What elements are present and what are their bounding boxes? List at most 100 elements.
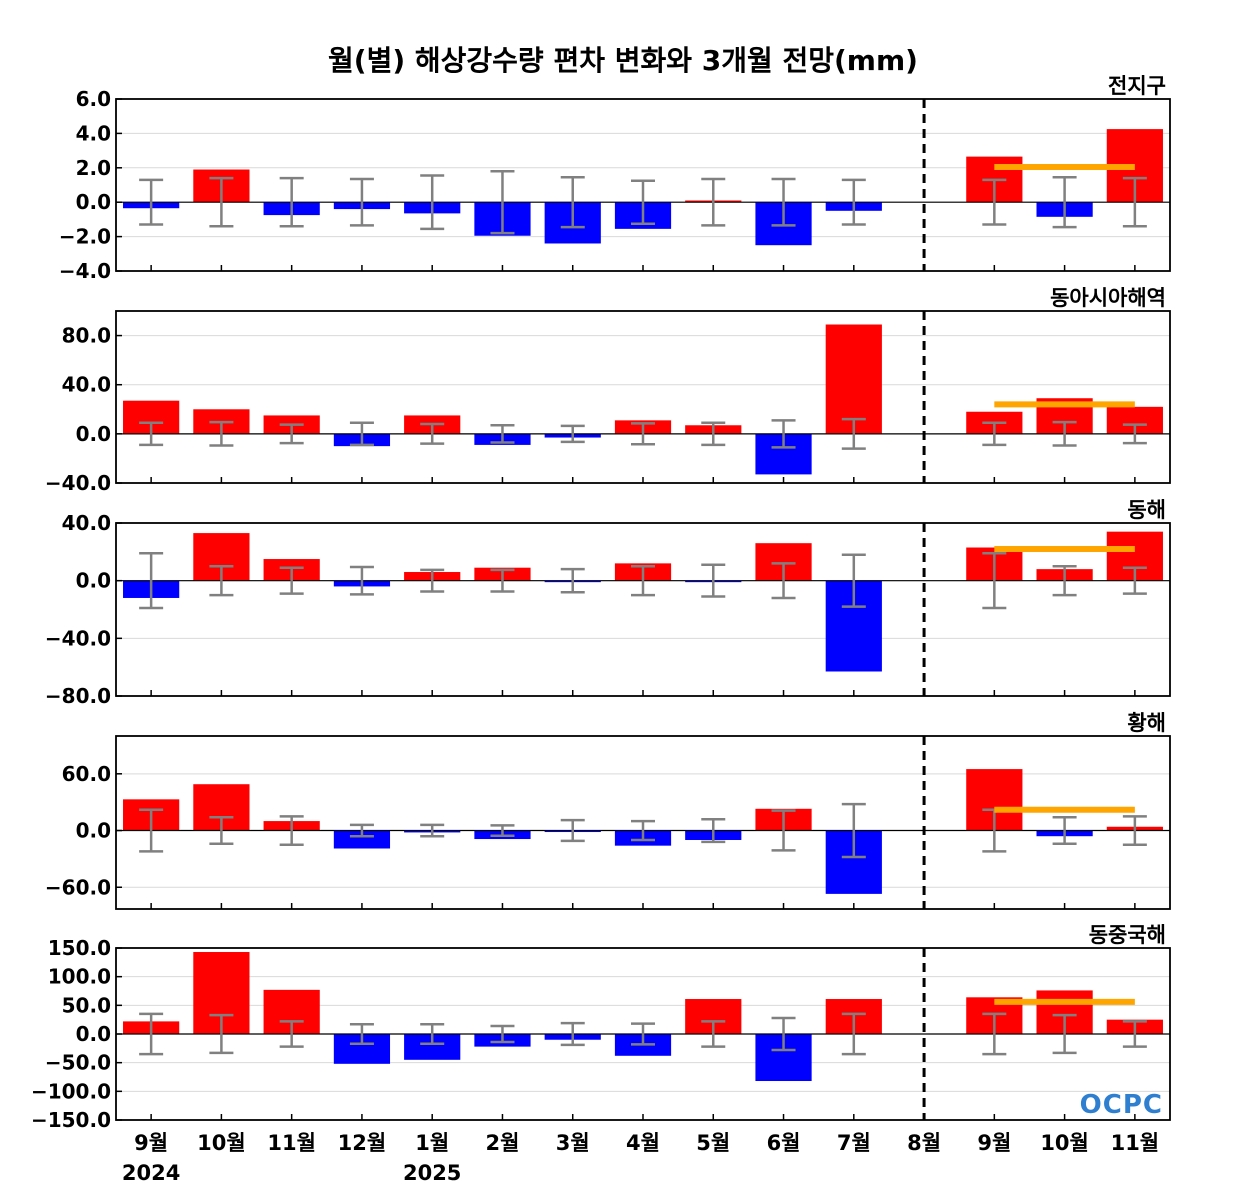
error-bar-4 bbox=[349, 421, 374, 447]
y-tick-label: −80.0 bbox=[45, 684, 111, 708]
error-bar-5 bbox=[420, 422, 445, 445]
error-bar-11 bbox=[841, 178, 866, 226]
y-tick-label: 40.0 bbox=[62, 373, 111, 397]
y-tick-label: 40.0 bbox=[62, 511, 111, 535]
error-bar-6 bbox=[490, 424, 515, 444]
error-bar-9 bbox=[701, 177, 726, 227]
error-bar-9 bbox=[701, 421, 726, 447]
x-tick-label: 9월 bbox=[134, 1131, 168, 1155]
error-bar-9 bbox=[701, 817, 726, 844]
error-bar-4 bbox=[349, 565, 374, 596]
y-tick-label: 6.0 bbox=[76, 87, 111, 111]
y-tick-label: −150.0 bbox=[31, 1108, 111, 1132]
error-bar-14 bbox=[1052, 176, 1077, 229]
error-bar-1 bbox=[139, 1012, 164, 1056]
error-bar-5 bbox=[420, 823, 445, 838]
error-bar-7 bbox=[560, 1021, 585, 1047]
error-bar-3 bbox=[279, 815, 304, 846]
error-bar-2 bbox=[209, 1013, 234, 1055]
error-bar-15 bbox=[1122, 815, 1147, 846]
error-bar-2 bbox=[209, 565, 234, 597]
panel-title: 동해 bbox=[1127, 498, 1166, 522]
error-bar-11 bbox=[841, 417, 866, 450]
error-bar-10 bbox=[771, 1016, 796, 1052]
error-bar-4 bbox=[349, 177, 374, 227]
error-bar-6 bbox=[490, 824, 515, 837]
error-bar-13 bbox=[982, 1012, 1007, 1056]
error-bar-8 bbox=[631, 422, 655, 446]
error-bar-11 bbox=[841, 553, 866, 608]
y-tick-label: 0.0 bbox=[76, 190, 111, 214]
bar-4 bbox=[333, 830, 391, 849]
x-tick-label: 11월 bbox=[1111, 1131, 1160, 1155]
error-bar-10 bbox=[771, 177, 796, 227]
error-bar-7 bbox=[560, 818, 585, 843]
x-tick-label: 7월 bbox=[837, 1131, 871, 1155]
y-tick-label: 2.0 bbox=[76, 156, 111, 180]
error-bar-1 bbox=[139, 552, 164, 610]
panel-2: −40.0 0.0 40.0 80.0 동아시아해역 bbox=[45, 286, 1171, 495]
error-bar-15 bbox=[1122, 423, 1147, 445]
error-bar-8 bbox=[631, 1022, 655, 1046]
error-bar-3 bbox=[279, 566, 304, 595]
y-tick-label: 100.0 bbox=[48, 965, 111, 989]
error-bar-14 bbox=[1052, 565, 1077, 597]
error-bar-11 bbox=[841, 1012, 866, 1056]
y-tick-label: −2.0 bbox=[59, 225, 111, 249]
error-bar-11 bbox=[841, 802, 866, 859]
error-bar-7 bbox=[560, 567, 585, 594]
panel-5: −150.0 −100.0 −50.0 0.0 50.0 100.0 150.0 동중국해 bbox=[31, 923, 1171, 1132]
error-bar-4 bbox=[349, 1023, 374, 1045]
year-label: 2024 bbox=[122, 1161, 180, 1185]
y-tick-label: −40.0 bbox=[45, 471, 111, 495]
panel-frame bbox=[115, 310, 1171, 484]
ocpc-logo: OCPC bbox=[1080, 1090, 1163, 1120]
error-bar-2 bbox=[209, 420, 234, 447]
y-tick-label: 60.0 bbox=[62, 762, 111, 786]
y-tick-label: 0.0 bbox=[76, 422, 111, 446]
x-tick-label: 5월 bbox=[696, 1131, 730, 1155]
error-bar-1 bbox=[139, 178, 164, 226]
panel-1: −4.0 −2.0 0.0 2.0 4.0 6.0 전지구 bbox=[59, 74, 1171, 283]
error-bar-2 bbox=[209, 816, 234, 846]
error-bar-3 bbox=[279, 423, 304, 445]
panel-title: 동중국해 bbox=[1089, 923, 1166, 947]
error-bar-7 bbox=[560, 176, 585, 229]
panel-4: −60.0 0.0 60.0 황해 bbox=[45, 711, 1171, 910]
year-label: 2025 bbox=[403, 1161, 461, 1185]
error-bar-6 bbox=[490, 1024, 515, 1044]
y-tick-label: −60.0 bbox=[45, 875, 111, 899]
y-tick-label: 80.0 bbox=[62, 324, 111, 348]
y-tick-label: 4.0 bbox=[76, 121, 111, 145]
x-tick-label: 9월 bbox=[977, 1131, 1011, 1155]
bar-11 bbox=[825, 324, 882, 434]
x-tick-label: 1월 bbox=[415, 1131, 449, 1155]
error-bar-7 bbox=[560, 424, 585, 444]
error-bar-13 bbox=[982, 178, 1007, 226]
error-bar-15 bbox=[1122, 176, 1147, 228]
x-tick-label: 6월 bbox=[767, 1131, 801, 1155]
x-tick-label: 4월 bbox=[626, 1131, 660, 1155]
y-tick-label: 0.0 bbox=[76, 569, 111, 593]
error-bar-4 bbox=[349, 823, 374, 838]
panel-3: −80.0 −40.0 0.0 40.0 동해 bbox=[45, 498, 1171, 708]
error-bar-8 bbox=[631, 179, 655, 225]
y-tick-label: −50.0 bbox=[45, 1051, 111, 1075]
x-tick-label: 11월 bbox=[267, 1131, 316, 1155]
error-bar-10 bbox=[771, 809, 796, 852]
chart-title: 월(별) 해상강수량 편차 변화와 3개월 전망(mm) bbox=[328, 44, 918, 77]
y-tick-label: 150.0 bbox=[48, 936, 111, 960]
error-bar-3 bbox=[279, 176, 304, 228]
error-bar-5 bbox=[420, 1023, 445, 1045]
x-tick-label: 2월 bbox=[485, 1131, 519, 1155]
y-tick-label: −4.0 bbox=[59, 259, 111, 283]
y-tick-label: 0.0 bbox=[76, 1022, 111, 1046]
error-bar-9 bbox=[701, 1020, 726, 1048]
error-bar-15 bbox=[1122, 1020, 1147, 1048]
panel-title: 전지구 bbox=[1108, 74, 1166, 98]
panel-title: 황해 bbox=[1127, 711, 1166, 735]
y-tick-label: −40.0 bbox=[45, 626, 111, 650]
error-bar-8 bbox=[631, 565, 655, 597]
error-bar-6 bbox=[490, 169, 515, 235]
